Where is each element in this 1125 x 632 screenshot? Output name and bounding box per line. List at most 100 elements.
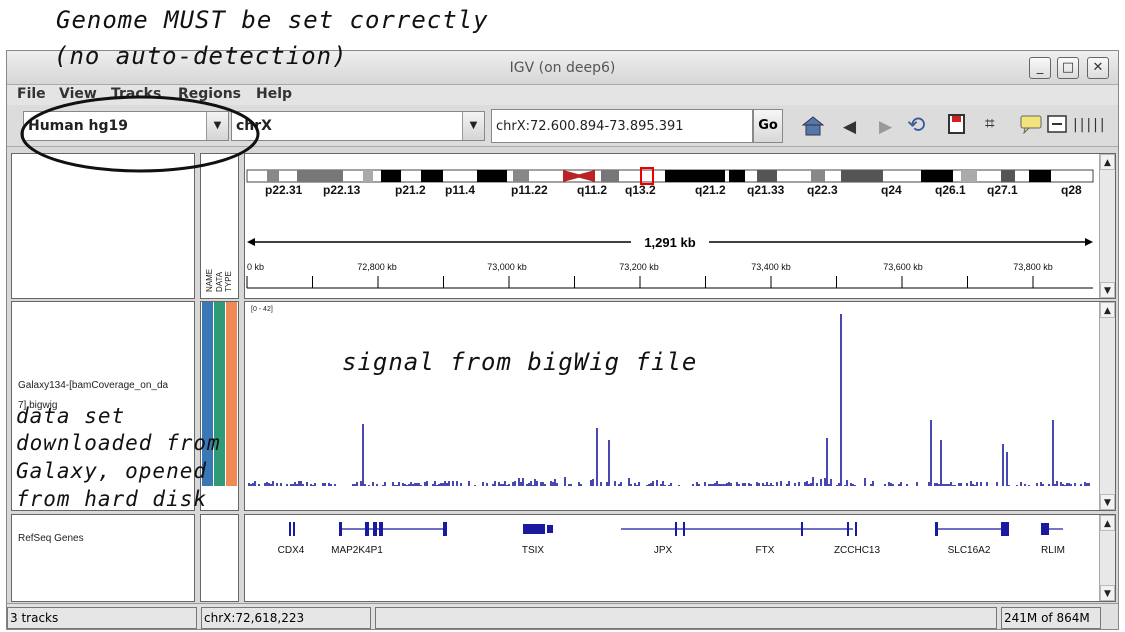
ideogram-band-label: q22.3 [807,183,838,197]
scroll-down-icon[interactable]: ▼ [1100,585,1115,601]
gene-exon [547,525,553,533]
genome-selector[interactable]: Human hg19 ▼ [23,111,229,141]
ideogram-band-label: p22.31 [265,183,303,197]
roi-icon[interactable] [947,113,967,140]
gene-exon [847,522,849,536]
span-arrow-right [1085,238,1093,246]
locus-input[interactable]: chrX:72.600.894-73.895.391 [491,109,753,143]
gene-exon [801,522,803,536]
ideogram-band-label: q13.2 [625,183,656,197]
ruler-tick-label: 73,000 kb [487,262,527,272]
gene-exon [293,522,295,536]
menu-view[interactable]: View [59,86,97,102]
maximize-button[interactable]: □ [1057,57,1079,79]
signal-scrollbar[interactable]: ▲ ▼ [1099,302,1115,510]
ideogram-and-ruler[interactable]: p22.31 p22.13 p21.2 p11.4 p11.22 q11.2 q13.2 q2… [245,154,1097,294]
ideogram-band-label: q27.1 [987,183,1018,197]
toolbar: Human hg19 ▼ chrX ▼ chrX:72.600.894-73.8… [7,105,1118,147]
scroll-up-icon[interactable]: ▲ [1100,302,1115,318]
gene-label: MAP2K4P1 [331,545,383,556]
dataset-annotation-line1: data set [16,404,126,428]
gene-exon [289,522,291,536]
current-region-marker [640,167,654,185]
menu-bar: File View Tracks Regions Help [7,85,1118,105]
name-panel-header [11,153,195,299]
go-button[interactable]: Go [753,109,783,143]
scroll-down-icon[interactable]: ▼ [1100,494,1115,510]
status-memory: 241M of 864M [1001,607,1101,629]
gene-plot[interactable]: CDX4 MAP2K4P1 TSIX JPX FTX ZCCHC13 SLC16A2 RLIM [245,515,1097,601]
ideogram-band [513,170,529,182]
menu-file[interactable]: File [17,86,46,102]
igv-window: IGV (on deep6) _ □ ✕ File View Tracks Re… [6,50,1119,630]
ideogram-band [961,170,977,182]
gene-exon [379,522,383,536]
zoom-out-icon[interactable] [1047,113,1069,140]
signal-track-name-cont[interactable]: 7].bigwig [18,400,58,411]
span-arrow-left [247,238,255,246]
attribute-cell-datatype[interactable] [214,302,225,486]
chevron-down-icon[interactable]: ▼ [462,112,484,140]
zoom-slider[interactable]: ||||| [1073,117,1107,133]
chevron-down-icon[interactable]: ▼ [206,112,228,140]
attribute-header-datatype[interactable]: DATA TYPE [215,271,233,292]
gene-data-panel: CDX4 MAP2K4P1 TSIX JPX FTX ZCCHC13 SLC16A2 RLIM… [244,514,1116,602]
attribute-cell-name[interactable] [202,302,213,486]
gene-track-name[interactable]: RefSeq Genes [18,533,84,544]
attribute-cell-extra[interactable] [226,302,237,486]
ruler-tick-label: 73,800 kb [1013,262,1053,272]
ideogram-band [297,170,343,182]
ruler-tick-label: 72,800 kb [357,262,397,272]
attribute-panel-header: NAME DATA TYPE [200,153,239,299]
signal-attribute-panel [200,301,239,511]
gene-label: TSIX [522,545,545,556]
popup-info-icon[interactable] [1019,114,1043,139]
ideogram-band [421,170,443,182]
genome-annotation-line1: Genome MUST be set correctly [56,6,489,34]
gene-label: FTX [756,545,775,556]
signal-plot[interactable] [245,302,1097,510]
ideogram-band-label: q28 [1061,183,1082,197]
dataset-annotation-line4: from hard disk [16,487,208,511]
ideogram-band-label: q26.1 [935,183,966,197]
forward-icon[interactable]: ▶ [879,117,893,137]
gene-scrollbar[interactable]: ▲ ▼ [1099,515,1115,601]
close-button[interactable]: ✕ [1087,57,1109,79]
ideogram-band-label: q11.2 [577,183,607,197]
signal-track-name[interactable]: Galaxy134-[bamCoverage_on_da [18,380,169,391]
gene-exon [523,524,545,534]
home-icon[interactable] [801,115,825,142]
highlight-ellipse [20,95,260,173]
ideogram-band-label: p11.22 [511,183,548,197]
ideogram-band [841,170,883,182]
gene-exon [675,522,677,536]
menu-regions[interactable]: Regions [178,86,242,102]
signal-range-label: [0 - 42] [251,306,273,313]
gene-attribute-panel [200,514,239,602]
gene-exon [365,522,369,536]
window-title: IGV (on deep6) [509,60,616,76]
minimize-button[interactable]: _ [1029,57,1051,79]
ideogram-band [267,170,279,182]
span-label: 1,291 kb [644,235,695,250]
gene-exon [1041,523,1049,535]
ruler-tick-label: 73,200 kb [619,262,659,272]
gene-exon [339,522,342,536]
ideogram-band-label: q21.33 [747,183,785,197]
scroll-up-icon[interactable]: ▲ [1100,154,1115,170]
title-bar: IGV (on deep6) _ □ ✕ [7,51,1118,85]
ideogram-band [1001,170,1015,182]
gene-exon [855,522,857,536]
resize-icon[interactable]: ⌗ [985,114,995,134]
scroll-down-icon[interactable]: ▼ [1100,282,1115,298]
header-scrollbar[interactable]: ▲ ▼ [1099,154,1115,298]
menu-help[interactable]: Help [256,86,293,102]
gene-label: RLIM [1041,545,1065,556]
ideogram-band [363,170,373,182]
back-icon[interactable]: ◀ [843,117,857,137]
status-message [375,607,997,629]
refresh-icon[interactable]: ⟲ [907,113,926,138]
scroll-up-icon[interactable]: ▲ [1100,515,1115,531]
genome-annotation-line2: (no auto-detection) [54,42,348,70]
attribute-header-name[interactable]: NAME [205,268,214,292]
